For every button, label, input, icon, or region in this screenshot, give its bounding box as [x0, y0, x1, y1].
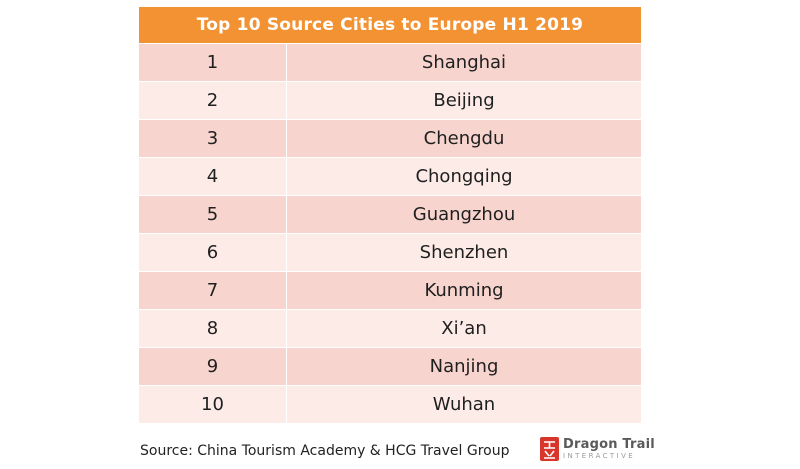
rank-cell: 5 — [139, 196, 287, 233]
city-cell: Kunming — [424, 280, 504, 301]
table-row: 1 Shanghai — [139, 43, 641, 81]
logo-subtitle: INTERACTIVE — [563, 452, 636, 460]
rank-cell: 6 — [139, 234, 287, 271]
ranking-table: Top 10 Source Cities to Europe H1 2019 1… — [139, 7, 641, 423]
city-cell: Xi’an — [441, 318, 487, 339]
table-row: 3 Chengdu — [139, 119, 641, 157]
city-cell: Chongqing — [415, 166, 513, 187]
city-cell: Beijing — [433, 90, 495, 111]
source-note: Source: China Tourism Academy & HCG Trav… — [140, 443, 510, 459]
table-row: 8 Xi’an — [139, 309, 641, 347]
table-body: 1 Shanghai 2 Beijing 3 Chengdu 4 Chongqing 5 Guan… — [139, 43, 641, 423]
table-row: 7 Kunming — [139, 271, 641, 309]
rank-cell: 4 — [139, 158, 287, 195]
city-cell: Chengdu — [423, 128, 505, 149]
city-cell: Guangzhou — [412, 204, 516, 225]
city-cell: Shanghai — [421, 52, 507, 73]
dragon-trail-logo-icon — [540, 437, 559, 461]
table-row: 6 Shenzhen — [139, 233, 641, 271]
rank-cell: 2 — [139, 82, 287, 119]
rank-cell: 10 — [139, 386, 287, 423]
city-cell: Shenzhen — [419, 242, 509, 263]
rank-cell: 9 — [139, 348, 287, 385]
table-title: Top 10 Source Cities to Europe H1 2019 — [139, 7, 641, 43]
rank-cell: 3 — [139, 120, 287, 157]
dragon-trail-logo: Dragon Trail INTERACTIVE — [540, 437, 655, 461]
rank-cell: 8 — [139, 310, 287, 347]
rank-cell: 1 — [139, 44, 287, 81]
table-row: 4 Chongqing — [139, 157, 641, 195]
table-row: 2 Beijing — [139, 81, 641, 119]
logo-name: Dragon Trail — [563, 437, 655, 452]
table-row: 9 Nanjing — [139, 347, 641, 385]
city-cell: Nanjing — [429, 356, 499, 377]
table-row: 10 Wuhan — [139, 385, 641, 423]
rank-cell: 7 — [139, 272, 287, 309]
city-cell: Wuhan — [432, 394, 496, 415]
table-row: 5 Guangzhou — [139, 195, 641, 233]
